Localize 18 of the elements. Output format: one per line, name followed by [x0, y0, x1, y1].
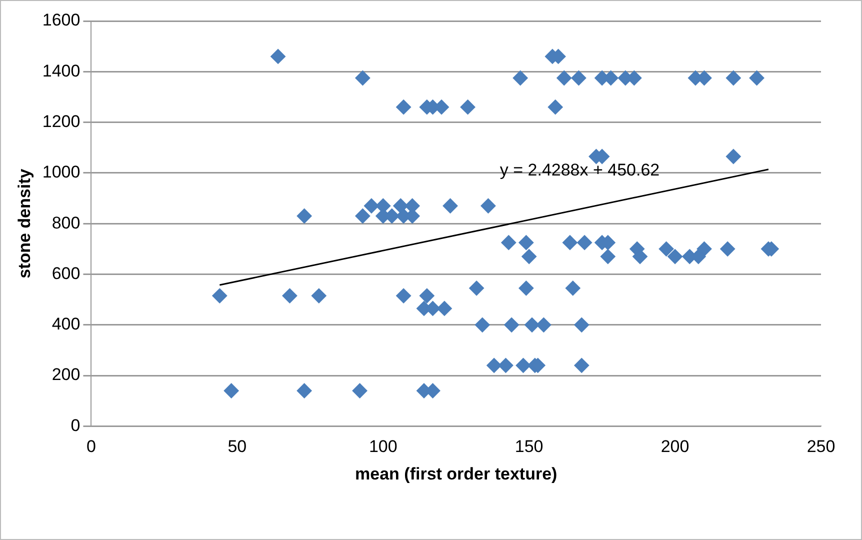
y-tick-label: 400 — [52, 314, 80, 334]
y-tick-label: 200 — [52, 365, 80, 384]
y-tick-label: 0 — [70, 416, 80, 435]
x-tick-label: 0 — [86, 437, 96, 456]
y-tick-label: 1200 — [42, 112, 80, 131]
y-tick-label: 1400 — [42, 61, 80, 80]
x-axis-title: mean (first order texture) — [355, 464, 558, 484]
x-tick-label: 150 — [514, 437, 544, 456]
x-tick-label: 100 — [368, 437, 398, 456]
x-tick-label: 50 — [228, 437, 247, 456]
y-tick-label: 600 — [52, 264, 80, 283]
y-tick-label: 800 — [52, 213, 80, 232]
y-tick-label: 1600 — [42, 10, 80, 30]
x-tick-label: 250 — [806, 437, 836, 456]
x-tick-label: 200 — [660, 437, 690, 456]
y-tick-label: 1000 — [42, 162, 80, 182]
y-axis-title: stone density — [14, 168, 34, 278]
annotation: y = 2.4288x + 450.62 — [500, 160, 660, 180]
